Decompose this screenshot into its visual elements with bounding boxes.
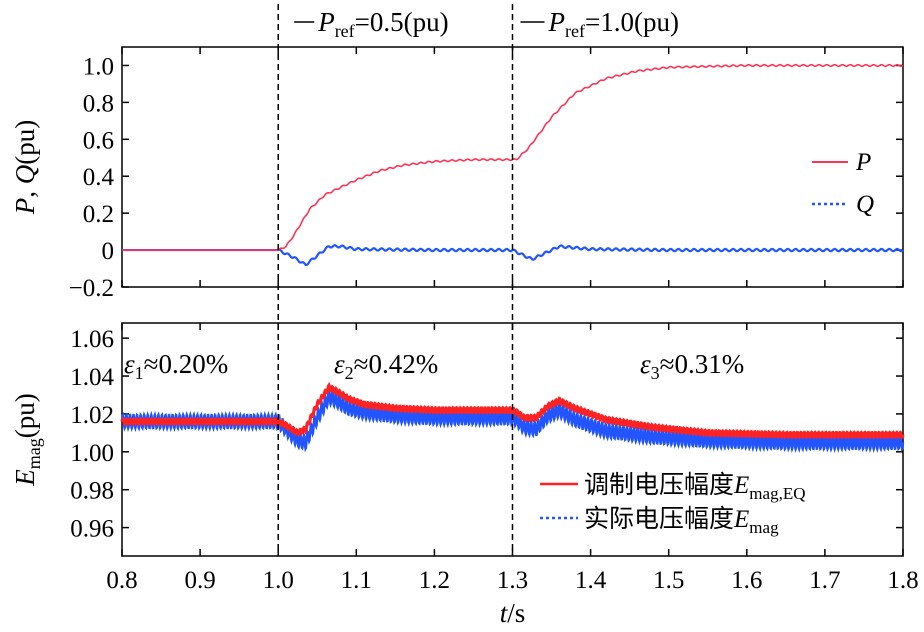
pref1-annotation: Pref=0.5(pu) [317, 7, 448, 41]
top-ytick-label: −0.2 [69, 275, 114, 302]
bottom-ytick-label: 1.06 [70, 326, 114, 353]
xtick-label: 0.8 [106, 567, 137, 594]
xtick-label: 1.1 [341, 567, 372, 594]
bottom-ytick-label: 1.04 [70, 364, 114, 391]
epsilon2-annotation: ε2≈0.42% [334, 349, 438, 383]
xtick-label: 1.3 [497, 567, 528, 594]
legend-emag-label: 实际电压幅度Emag [584, 504, 779, 537]
top-x-ticks [121, 47, 904, 287]
legend-q-label: Q [856, 191, 874, 218]
top-ytick-label: 1.0 [83, 53, 114, 80]
top-y-axis-label: P, Q(pu) [10, 120, 40, 215]
bottom-x-ticks: 0.8 0.9 1.0 1.1 1.2 1.3 1.4 1.5 1.6 1.7 1.8 [106, 323, 919, 594]
xtick-label: 1.8 [887, 567, 918, 594]
top-ytick-label: 0.6 [83, 127, 114, 154]
bottom-panel: 0.96 0.98 1.00 1.02 1.04 1.06 0.8 0.9 1.0 1.1 1.2… [10, 322, 919, 628]
bottom-ytick-label: 1.00 [70, 440, 114, 467]
x-axis-label: t/s [500, 598, 526, 628]
series-emag-eq-line [120, 381, 905, 440]
top-ytick-label: 0.4 [83, 164, 115, 191]
top-panel: −0.2 0 0.2 0.4 0.6 0.8 1.0 P, Q(pu) Pref=0.5(p… [10, 7, 904, 302]
xtick-label: 1.4 [575, 567, 607, 594]
bottom-ytick-label: 0.96 [70, 516, 114, 543]
transition-lines [277, 4, 514, 556]
xtick-label: 0.9 [184, 567, 215, 594]
epsilon3-annotation: ε3≈0.31% [640, 349, 744, 383]
top-ytick-label: 0 [102, 238, 115, 265]
top-annotations: Pref=0.5(pu) Pref=1.0(pu) [294, 7, 679, 41]
bottom-legend: 调制电压幅度Emag,EQ 实际电压幅度Emag [540, 470, 805, 537]
xtick-label: 1.7 [809, 567, 840, 594]
xtick-label: 1.5 [653, 567, 684, 594]
bottom-ytick-label: 0.98 [70, 478, 114, 505]
top-legend: P Q [812, 149, 874, 218]
bottom-y-axis-label: Emag(pu) [10, 393, 44, 486]
xtick-label: 1.2 [419, 567, 450, 594]
xtick-label: 1.6 [731, 567, 762, 594]
bottom-y-ticks: 0.96 0.98 1.00 1.02 1.04 1.06 [70, 326, 903, 543]
epsilon1-annotation: ε1≈0.20% [124, 349, 228, 383]
legend-p-label: P [855, 149, 871, 176]
top-y-ticks: −0.2 0 0.2 0.4 0.6 0.8 1.0 [69, 53, 903, 302]
bottom-annotations: ε1≈0.20% ε2≈0.42% ε3≈0.31% [124, 349, 744, 383]
top-ytick-label: 0.2 [83, 201, 114, 228]
legend-emag-eq-label: 调制电压幅度Emag,EQ [584, 470, 805, 503]
bottom-ytick-label: 1.02 [70, 402, 114, 429]
pref2-annotation: Pref=1.0(pu) [548, 7, 679, 41]
top-ytick-label: 0.8 [83, 90, 114, 117]
xtick-label: 1.0 [263, 567, 294, 594]
